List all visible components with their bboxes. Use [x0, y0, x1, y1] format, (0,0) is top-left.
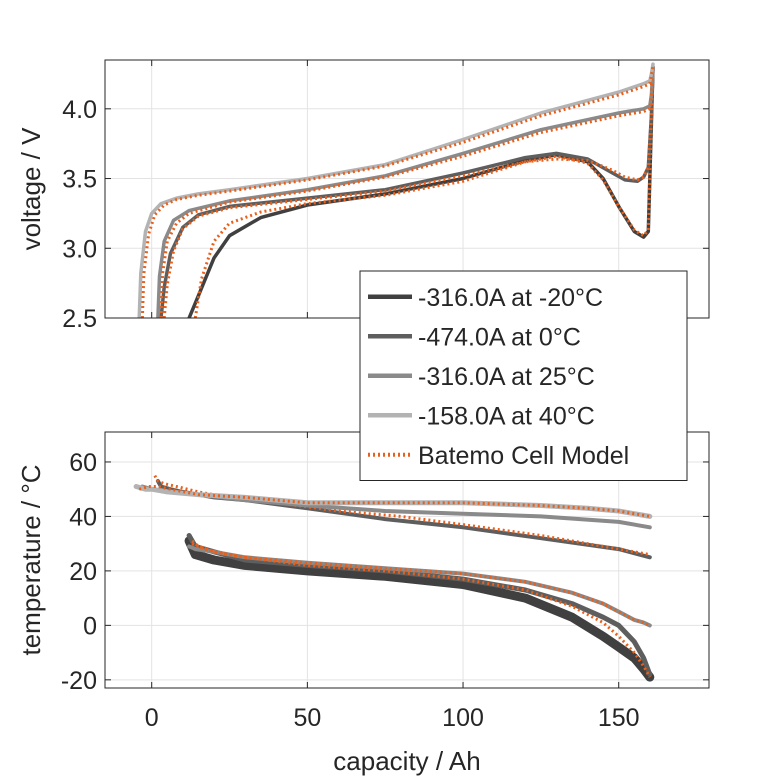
measured-series-line — [184, 536, 655, 682]
y-tick-label: -20 — [61, 667, 97, 695]
series-group — [133, 474, 655, 682]
x-tick-label: 150 — [598, 704, 640, 732]
y-axis-label: voltage / V — [16, 127, 46, 251]
x-tick-label: 50 — [293, 704, 321, 732]
y-tick-label: 0 — [83, 612, 97, 640]
y-tick-label: 20 — [69, 558, 97, 586]
model-series-line — [162, 66, 655, 318]
y-tick-label: 3.5 — [62, 166, 97, 194]
y-tick-label: 40 — [69, 503, 97, 531]
model-series-line — [140, 65, 655, 318]
legend-label: -316.0A at -20°C — [418, 284, 603, 312]
model-series-line — [191, 539, 652, 678]
x-axis-label: capacity / Ah — [333, 746, 480, 776]
series-group — [137, 62, 655, 318]
legend-label: -316.0A at 25°C — [418, 363, 595, 391]
x-tick-label: 100 — [442, 704, 484, 732]
legend-box — [359, 270, 688, 481]
y-tick-label: 3.0 — [62, 235, 97, 263]
y-tick-label: 2.5 — [62, 305, 97, 333]
y-tick-label: 4.0 — [62, 96, 97, 124]
legend-label: Batemo Cell Model — [418, 442, 629, 470]
model-series-line — [138, 485, 651, 518]
legend: -316.0A at -20°C -474.0A at 0°C -316.0A at… — [359, 270, 688, 481]
legend-label: -158.0A at 40°C — [418, 402, 595, 430]
y-axis-label: temperature / °C — [16, 464, 46, 655]
legend-label: -474.0A at 0°C — [418, 323, 581, 351]
measured-series-line — [187, 65, 655, 318]
measured-series-line — [156, 65, 655, 318]
measured-series-line — [137, 62, 655, 318]
x-tick-label: 0 — [145, 704, 159, 732]
y-tick-label: 60 — [69, 449, 97, 477]
